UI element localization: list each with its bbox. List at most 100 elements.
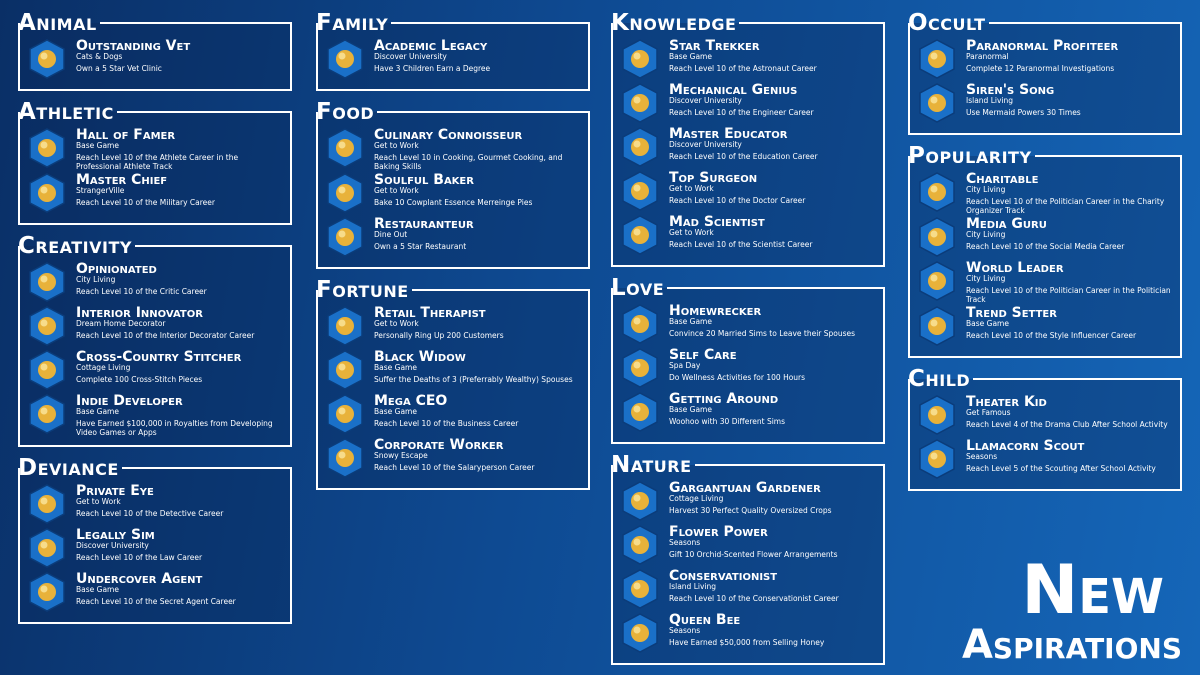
aspiration: Top Surgeon Get to Work Reach Level 10 of … — [621, 171, 875, 213]
aspiration-icon — [919, 217, 955, 257]
aspiration-name: Master Educator — [669, 126, 788, 142]
aspiration: Outstanding Vet Cats & Dogs Own a 5 Star V… — [28, 39, 282, 81]
aspiration-goal: Reach Level 10 of the Athlete Career in … — [76, 153, 239, 171]
aspiration-icon — [327, 173, 363, 213]
aspiration-icon — [622, 39, 658, 79]
aspiration-goal: Reach Level 10 of the Secret Agent Caree… — [76, 597, 236, 606]
group-title: Popularity — [908, 143, 1032, 169]
group-header: Knowledge — [611, 10, 885, 36]
aspiration-icon — [919, 39, 955, 79]
aspiration-icon — [622, 171, 658, 211]
banner-line: Aspirations — [961, 622, 1182, 668]
aspiration-text: Undercover Agent Base Game Reach Level 10 … — [76, 572, 282, 606]
header-rule — [134, 245, 292, 247]
aspiration-icon — [919, 172, 955, 212]
aspiration: Self Care Spa Day Do Wellness Activities f… — [621, 348, 875, 390]
aspiration-group: Athletic Hall of Famer Base Game Reach Leve… — [18, 99, 292, 225]
aspiration: Star Trekker Base Game Reach Level 10 of t… — [621, 39, 875, 81]
pack-name: Seasons — [669, 538, 701, 547]
aspiration-icon — [622, 348, 658, 388]
aspiration-text: Mechanical Genius Discover University Reac… — [669, 83, 875, 117]
aspiration-group: Fortune Retail Therapist Get to Work Person… — [316, 277, 590, 490]
aspiration: Homewrecker Base Game Convince 20 Married … — [621, 304, 875, 346]
group-box: Hall of Famer Base Game Reach Level 10 of … — [18, 112, 292, 225]
pack-name: Get to Work — [76, 497, 121, 506]
aspiration: Mad Scientist Get to Work Reach Level 10 o… — [621, 215, 875, 257]
aspiration-goal: Reach Level 10 of the Scientist Career — [669, 240, 813, 249]
aspiration: Private Eye Get to Work Reach Level 10 of … — [28, 484, 282, 526]
group-box: Homewrecker Base Game Convince 20 Married … — [611, 288, 885, 444]
aspiration: Queen Bee Seasons Have Earned $50,000 from… — [621, 613, 875, 655]
aspiration-goal: Own a 5 Star Restaurant — [374, 242, 467, 251]
group-title: Food — [316, 99, 375, 125]
pack-name: Discover University — [669, 96, 742, 105]
aspiration-name: Paranormal Profiteer — [966, 38, 1119, 54]
aspiration-group: Family Academic Legacy Discover University… — [316, 10, 590, 91]
aspiration-goal: Suffer the Deaths of 3 (Preferrably Weal… — [374, 375, 573, 384]
aspiration-name: Restauranteur — [374, 216, 474, 232]
header-rule — [391, 22, 590, 24]
pack-name: City Living — [966, 230, 1006, 239]
header-rule — [988, 22, 1182, 24]
pack-name: City Living — [76, 275, 116, 284]
group-box: Opinionated City Living Reach Level 10 of … — [18, 246, 292, 447]
pack-name: Get to Work — [374, 186, 419, 195]
pack-name: Base Game — [374, 407, 417, 416]
aspiration-group: Food Culinary Connoisseur Get to Work Reach… — [316, 99, 590, 269]
aspiration-icon — [29, 528, 65, 568]
aspiration: Master Chief StrangerVille Reach Level 10 … — [28, 173, 282, 215]
pack-name: Get Famous — [966, 408, 1011, 417]
aspiration: Restauranteur Dine Out Own a 5 Star Restau… — [326, 217, 580, 259]
aspiration-text: Interior Innovator Dream Home Decorator Re… — [76, 306, 282, 340]
aspiration: Hall of Famer Base Game Reach Level 10 of … — [28, 128, 282, 171]
aspiration-icon — [327, 394, 363, 434]
aspiration-name: Self Care — [669, 347, 737, 363]
aspiration-icon — [327, 350, 363, 390]
aspiration-goal: Do Wellness Activities for 100 Hours — [669, 373, 806, 382]
aspiration-name: Retail Therapist — [374, 305, 486, 321]
aspiration-name: Black Widow — [374, 349, 466, 365]
aspiration: Academic Legacy Discover University Have 3… — [326, 39, 580, 81]
aspiration-goal: Reach Level 10 of the Detective Career — [76, 509, 224, 518]
aspiration-icon — [29, 173, 65, 213]
header-rule — [411, 289, 590, 291]
aspiration-name: Theater Kid — [966, 394, 1047, 410]
group-header: Child — [908, 366, 1182, 392]
aspiration-icon — [622, 392, 658, 432]
aspiration: Siren's Song Island Living Use Mermaid Pow… — [918, 83, 1172, 125]
aspiration-text: Mega CEO Base Game Reach Level 10 of the B… — [374, 394, 580, 428]
aspiration-text: Top Surgeon Get to Work Reach Level 10 of … — [669, 171, 875, 205]
aspiration-name: Cross-Country Stitcher — [76, 349, 242, 365]
pack-name: Get to Work — [669, 184, 714, 193]
aspiration-name: Mechanical Genius — [669, 82, 798, 98]
aspiration-name: Queen Bee — [669, 612, 741, 628]
aspiration-icon — [622, 481, 658, 521]
pack-name: Discover University — [669, 140, 742, 149]
aspiration-goal: Convince 20 Married Sims to Leave their … — [669, 329, 856, 338]
group-title: Nature — [611, 452, 692, 478]
aspiration-icon — [29, 262, 65, 302]
aspiration-text: Retail Therapist Get to Work Personally Ri… — [374, 306, 580, 340]
group-header: Animal — [18, 10, 292, 36]
aspiration-goal: Reach Level 10 of the Conservationist Ca… — [669, 594, 839, 603]
banner: New Aspirations — [961, 557, 1182, 668]
aspiration-text: Conservationist Island Living Reach Level … — [669, 569, 875, 603]
aspiration-icon — [622, 569, 658, 609]
group-title: Occult — [908, 10, 986, 36]
pack-name: Paranormal — [966, 52, 1009, 61]
aspiration-goal: Reach Level 10 of the Style Influencer C… — [966, 331, 1137, 340]
pack-name: City Living — [966, 185, 1006, 194]
aspiration-name: World Leader — [966, 260, 1064, 276]
group-header: Creativity — [18, 233, 292, 259]
pack-name: Base Game — [669, 405, 712, 414]
aspiration: Media Guru City Living Reach Level 10 of t… — [918, 217, 1172, 259]
aspiration-name: Flower Power — [669, 524, 768, 540]
group-title: Athletic — [18, 99, 114, 125]
pack-name: Base Game — [76, 585, 119, 594]
pack-name: Island Living — [669, 582, 716, 591]
aspiration-text: Cross-Country Stitcher Cottage Living Comp… — [76, 350, 282, 384]
header-rule — [739, 22, 885, 24]
aspiration-icon — [29, 484, 65, 524]
aspiration-icon — [29, 39, 65, 79]
aspiration-text: Theater Kid Get Famous Reach Level 4 of th… — [966, 395, 1172, 429]
